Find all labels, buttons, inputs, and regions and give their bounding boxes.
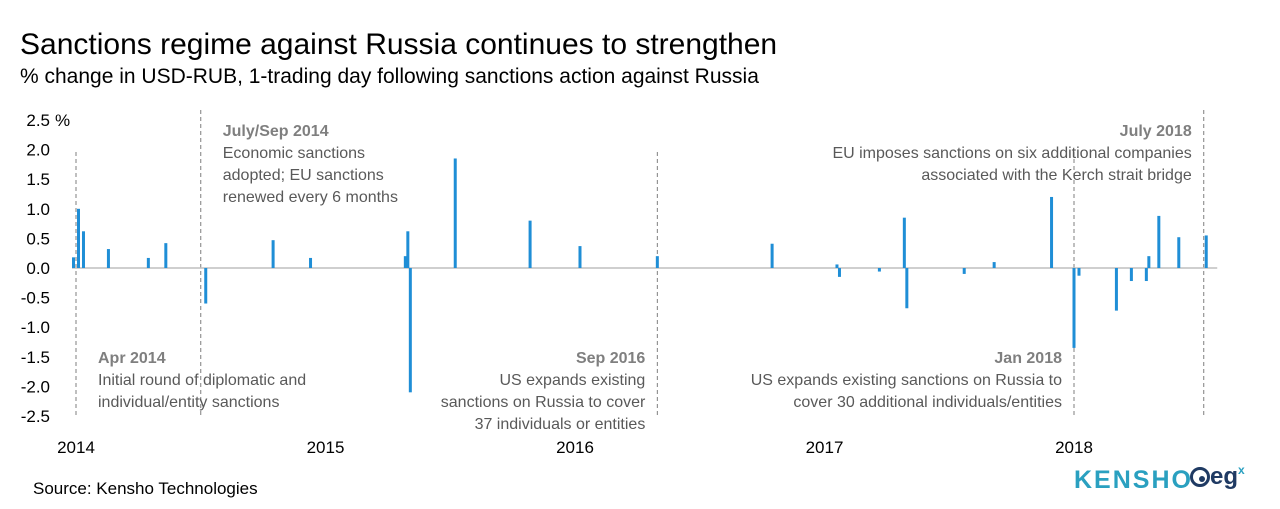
bar xyxy=(1077,268,1081,276)
source-note: Source: Kensho Technologies xyxy=(33,479,258,498)
annotation-heading: July 2018 xyxy=(1120,123,1192,140)
bar xyxy=(271,240,275,268)
bar xyxy=(204,268,208,304)
annotation-heading: July/Sep 2014 xyxy=(223,123,329,140)
annotation-text-line: EU imposes sanctions on six additional c… xyxy=(832,145,1191,162)
annotation-text-line: US expands existing xyxy=(499,372,645,389)
chart-subtitle: % change in USD-RUB, 1-trading day follo… xyxy=(20,65,759,88)
y-tick-label: -1.5 xyxy=(21,348,50,367)
bar xyxy=(1144,268,1148,282)
annotation-texts: Apr 2014 Initial round of diplomatic and i… xyxy=(98,123,1192,433)
bar xyxy=(72,257,76,268)
annotation-heading: Sep 2016 xyxy=(576,350,645,367)
bar xyxy=(1147,256,1151,268)
y-tick-label: 1.5 xyxy=(26,170,50,189)
y-tick-label: 0.5 xyxy=(26,229,50,248)
y-tick-label: -2.0 xyxy=(21,377,50,396)
annotation-lines xyxy=(75,110,1205,416)
bar xyxy=(902,217,906,268)
bar xyxy=(962,268,966,274)
y-tick-label: -1.0 xyxy=(21,318,50,337)
annotation-text-line: US expands existing sanctions on Russia … xyxy=(751,372,1062,389)
annotation-text-line: Economic sanctions xyxy=(223,145,365,162)
bar xyxy=(1157,215,1161,268)
x-tick-label: 2015 xyxy=(307,438,345,457)
annotation-text-line: associated with the Kerch strait bridge xyxy=(921,167,1191,184)
bar xyxy=(835,264,839,268)
annotation-text-line: 37 individuals or entities xyxy=(475,416,646,433)
bar xyxy=(1204,235,1208,268)
bar xyxy=(403,256,407,268)
bar xyxy=(578,246,582,268)
y-tick-label: 1.0 xyxy=(26,200,50,219)
annotation-text-line: sanctions on Russia to cover xyxy=(441,394,646,411)
x-tick-label: 2014 xyxy=(57,438,95,457)
bar xyxy=(1177,237,1181,268)
bar xyxy=(905,268,909,309)
bar xyxy=(146,257,150,268)
egx-logo-icon xyxy=(1190,467,1210,487)
bar xyxy=(1114,268,1118,311)
x-tick-label: 2017 xyxy=(806,438,844,457)
bar-series xyxy=(72,158,1208,393)
bar xyxy=(76,208,80,268)
bar xyxy=(992,262,996,268)
annotation-text-line: cover 30 additional individuals/entities xyxy=(793,394,1062,411)
bar xyxy=(453,158,457,268)
y-tick-label: 0.0 xyxy=(26,259,50,278)
annotation-text-line: renewed every 6 months xyxy=(223,189,398,206)
egx-logo: egx xyxy=(1190,463,1245,493)
bar xyxy=(770,243,774,268)
bar xyxy=(837,268,841,277)
annotation-heading: Jan 2018 xyxy=(994,350,1062,367)
bar xyxy=(1072,268,1076,348)
y-unit-label: % xyxy=(55,111,70,130)
bar xyxy=(1129,268,1133,282)
bar xyxy=(1050,196,1054,268)
x-tick-label: 2018 xyxy=(1055,438,1093,457)
kensho-logo: KENSHO xyxy=(1074,466,1193,494)
egx-logo-text: eg xyxy=(1210,463,1239,490)
bar xyxy=(655,256,659,268)
chart-title: Sanctions regime against Russia continue… xyxy=(20,28,778,61)
bar xyxy=(164,243,168,268)
x-axis: 2014 2015 2016 2017 2018 xyxy=(57,267,1218,457)
y-tick-label: 2.5 xyxy=(26,111,50,130)
y-tick-label: 2.0 xyxy=(26,141,50,160)
x-tick-label: 2016 xyxy=(556,438,594,457)
y-tick-label: -2.5 xyxy=(21,407,50,426)
annotation-heading: Apr 2014 xyxy=(98,350,166,367)
bar xyxy=(528,220,532,268)
bar xyxy=(106,249,110,268)
annotation-text-line: individual/entity sanctions xyxy=(98,394,279,411)
bar xyxy=(877,268,881,272)
bar xyxy=(309,257,313,268)
y-tick-label: -0.5 xyxy=(21,289,50,308)
egx-logo-sup: x xyxy=(1238,463,1245,477)
y-axis: 2.5 2.0 1.5 1.0 0.5 0.0 -0.5 -1.0 -1.5 -2.0 -2.5% xyxy=(21,111,70,426)
bar xyxy=(406,231,410,268)
bar xyxy=(408,268,412,393)
annotation-text-line: Initial round of diplomatic and xyxy=(98,372,306,389)
annotation-text-line: adopted; EU sanctions xyxy=(223,167,384,184)
bar xyxy=(81,231,85,268)
